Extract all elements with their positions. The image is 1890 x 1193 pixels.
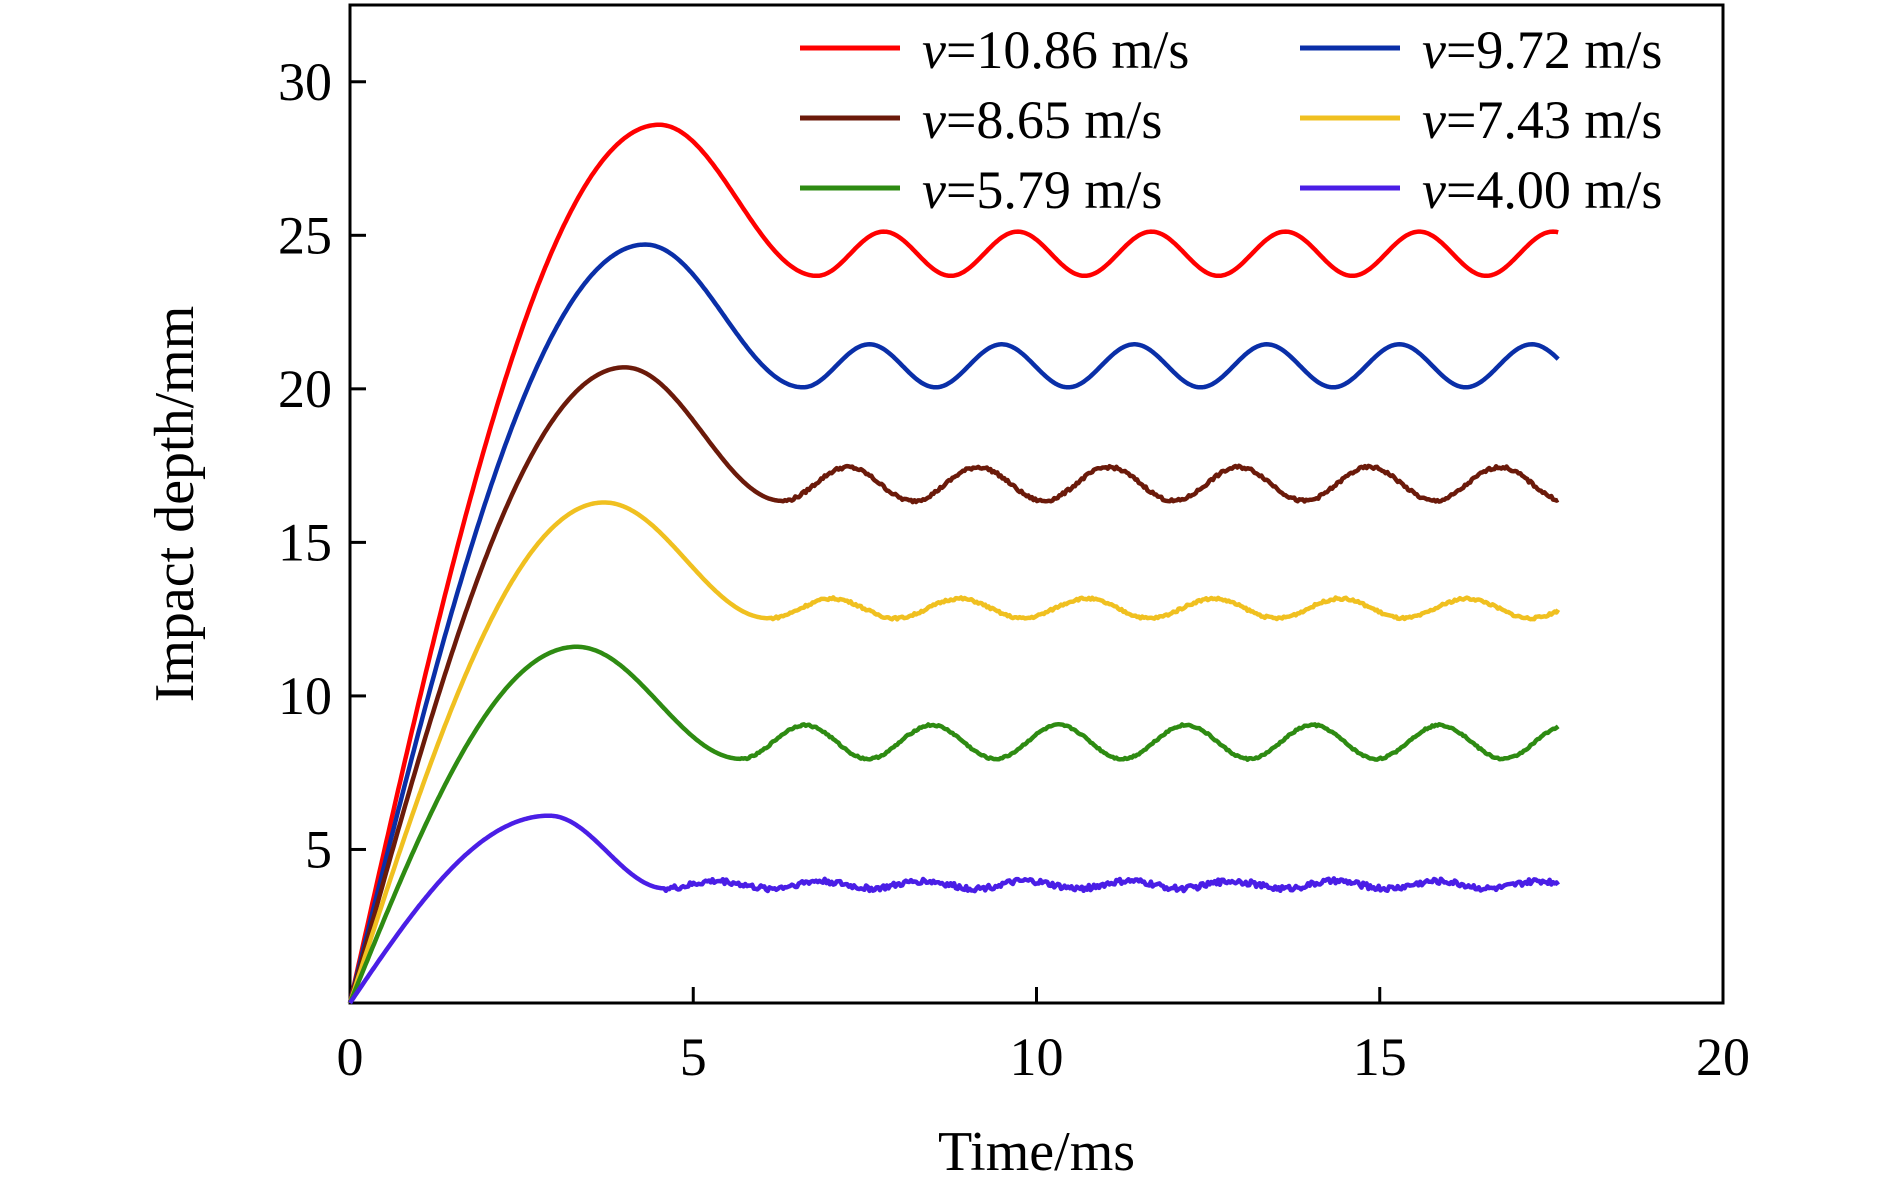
series-lines [347, 122, 1561, 1005]
x-axis-title: Time/ms [938, 1121, 1135, 1183]
legend-variable: v [922, 20, 946, 80]
legend-label-0: v=10.86 m/s [922, 20, 1189, 80]
x-tick-label: 5 [680, 1027, 707, 1087]
x-tick-label: 10 [1010, 1027, 1064, 1087]
series-line-0 [347, 122, 1559, 1004]
legend-label-3: v=7.43 m/s [1422, 90, 1662, 150]
x-tick-label: 20 [1696, 1027, 1750, 1087]
legend-variable: v [1422, 90, 1446, 150]
legend-value: =7.43 m/s [1446, 90, 1662, 150]
series-line-3 [347, 500, 1561, 1004]
x-tick-label: 15 [1353, 1027, 1407, 1087]
legend-value: =9.72 m/s [1446, 20, 1662, 80]
y-tick-label: 15 [278, 512, 332, 572]
legend-label-2: v=8.65 m/s [922, 90, 1162, 150]
y-axis-title: Impact depth/mm [144, 306, 206, 703]
plot-frame [348, 3, 1725, 1005]
y-tick-label: 5 [305, 819, 332, 879]
series-line-2 [347, 365, 1560, 1004]
legend-variable: v [1422, 160, 1446, 220]
axis-ticks: 0 5 10 15 20 5 10 15 20 25 30 [278, 52, 1750, 1087]
legend-variable: v [922, 90, 946, 150]
legend-value: =5.79 m/s [946, 160, 1162, 220]
legend-value: =8.65 m/s [946, 90, 1162, 150]
y-tick-label: 20 [278, 359, 332, 419]
legend-label-4: v=5.79 m/s [922, 160, 1162, 220]
x-tick-label: 0 [337, 1027, 364, 1087]
series-line-5 [348, 813, 1561, 1005]
legend-label-1: v=9.72 m/s [1422, 20, 1662, 80]
legend-variable: v [1422, 20, 1446, 80]
series-line-1 [347, 242, 1560, 1004]
legend-value: =4.00 m/s [1446, 160, 1662, 220]
y-tick-label: 30 [278, 52, 332, 112]
legend-value: =10.86 m/s [946, 20, 1189, 80]
legend: v=10.86 m/s v=9.72 m/sv=8.65 m/s v=7.43 m/… [800, 20, 1662, 220]
series-line-4 [347, 644, 1560, 1004]
legend-variable: v [922, 160, 946, 220]
y-tick-label: 10 [278, 666, 332, 726]
legend-label-5: v=4.00 m/s [1422, 160, 1662, 220]
y-tick-label: 25 [278, 205, 332, 265]
